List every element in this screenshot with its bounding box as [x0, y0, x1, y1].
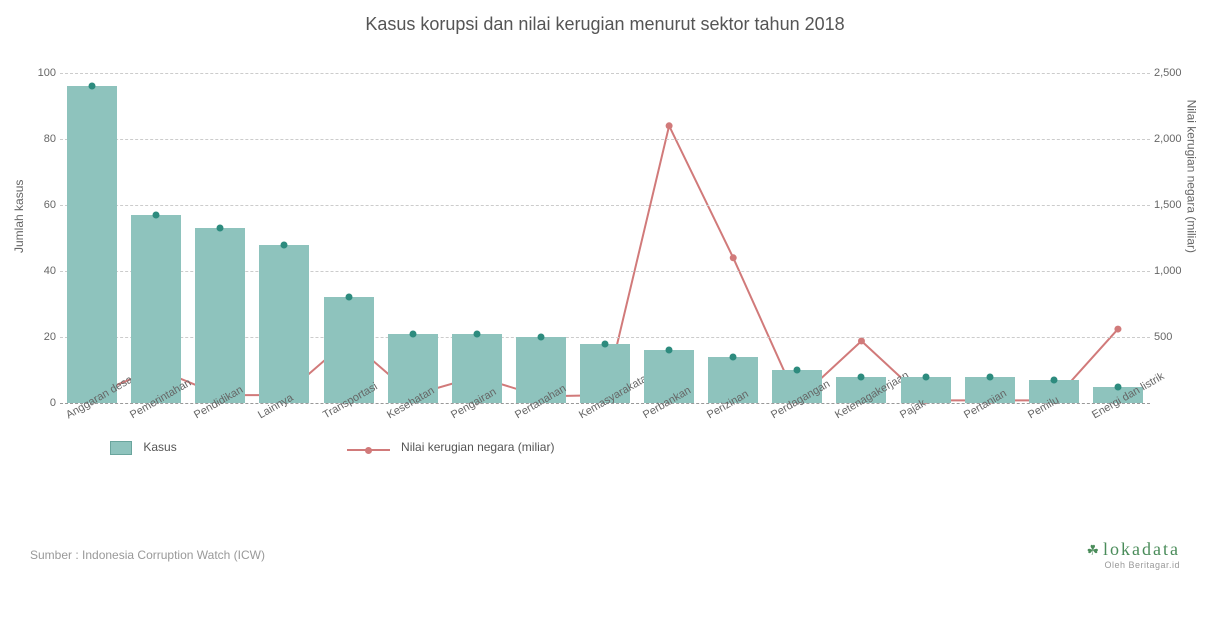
- bar-top-dot: [409, 330, 416, 337]
- y-right-tick: 2,000: [1154, 133, 1190, 145]
- line-marker: [1114, 326, 1121, 333]
- y-axis-left-label: Jumlah kasus: [12, 180, 26, 253]
- plot-region: 0204060801005001,0001,5002,0002,500Angga…: [60, 73, 1150, 403]
- bar-top-dot: [89, 83, 96, 90]
- bar-swatch-icon: [110, 441, 132, 455]
- bar-top-dot: [922, 373, 929, 380]
- y-left-tick: 40: [30, 265, 56, 277]
- bar-top-dot: [730, 353, 737, 360]
- y-left-tick: 60: [30, 199, 56, 211]
- y-right-tick: 1,000: [1154, 265, 1190, 277]
- bar-top-dot: [602, 340, 609, 347]
- grid-line: [60, 73, 1150, 74]
- line-marker: [730, 254, 737, 261]
- y-axis-right-label: Nilai kerugian negara (miliar): [1184, 100, 1198, 253]
- source-text: Sumber : Indonesia Corruption Watch (ICW…: [30, 548, 265, 562]
- y-right-tick: 500: [1154, 331, 1190, 343]
- logo-brand-text: lokadata: [1103, 539, 1180, 559]
- y-left-tick: 80: [30, 133, 56, 145]
- bar-top-dot: [537, 334, 544, 341]
- bar-top-dot: [1114, 383, 1121, 390]
- y-left-tick: 0: [30, 397, 56, 409]
- logo: ☘lokadata Oleh Beritagar.id: [1086, 539, 1180, 570]
- logo-subtitle: Oleh Beritagar.id: [1086, 560, 1180, 570]
- bar: [259, 245, 309, 403]
- bar-top-dot: [794, 367, 801, 374]
- legend-item-bars: Kasus: [110, 440, 177, 455]
- y-right-tick: 1,500: [1154, 199, 1190, 211]
- legend-item-line: Nilai kerugian negara (miliar): [347, 440, 555, 454]
- leaf-icon: ☘: [1086, 544, 1101, 559]
- y-right-tick: 2,500: [1154, 67, 1190, 79]
- bar-top-dot: [666, 347, 673, 354]
- bar-top-dot: [153, 211, 160, 218]
- bar: [901, 377, 951, 403]
- y-left-tick: 100: [30, 67, 56, 79]
- bar: [195, 228, 245, 403]
- chart-area: Jumlah kasus Nilai kerugian negara (mili…: [0, 43, 1210, 463]
- logo-brand: ☘lokadata: [1086, 539, 1180, 560]
- legend: Kasus Nilai kerugian negara (miliar): [110, 440, 554, 455]
- bar-top-dot: [986, 373, 993, 380]
- y-left-tick: 20: [30, 331, 56, 343]
- chart-title: Kasus korupsi dan nilai kerugian menurut…: [0, 0, 1210, 43]
- bar-top-dot: [345, 294, 352, 301]
- line-marker: [666, 122, 673, 129]
- bar-top-dot: [281, 241, 288, 248]
- bar: [131, 215, 181, 403]
- legend-bars-label: Kasus: [143, 440, 176, 454]
- bar-top-dot: [1050, 376, 1057, 383]
- line-swatch-icon: [347, 447, 390, 454]
- legend-line-label: Nilai kerugian negara (miliar): [401, 440, 554, 454]
- grid-line: [60, 139, 1150, 140]
- line-marker: [858, 337, 865, 344]
- bar-top-dot: [858, 373, 865, 380]
- bar: [67, 86, 117, 403]
- bar-top-dot: [473, 330, 480, 337]
- bar-top-dot: [217, 225, 224, 232]
- grid-line: [60, 205, 1150, 206]
